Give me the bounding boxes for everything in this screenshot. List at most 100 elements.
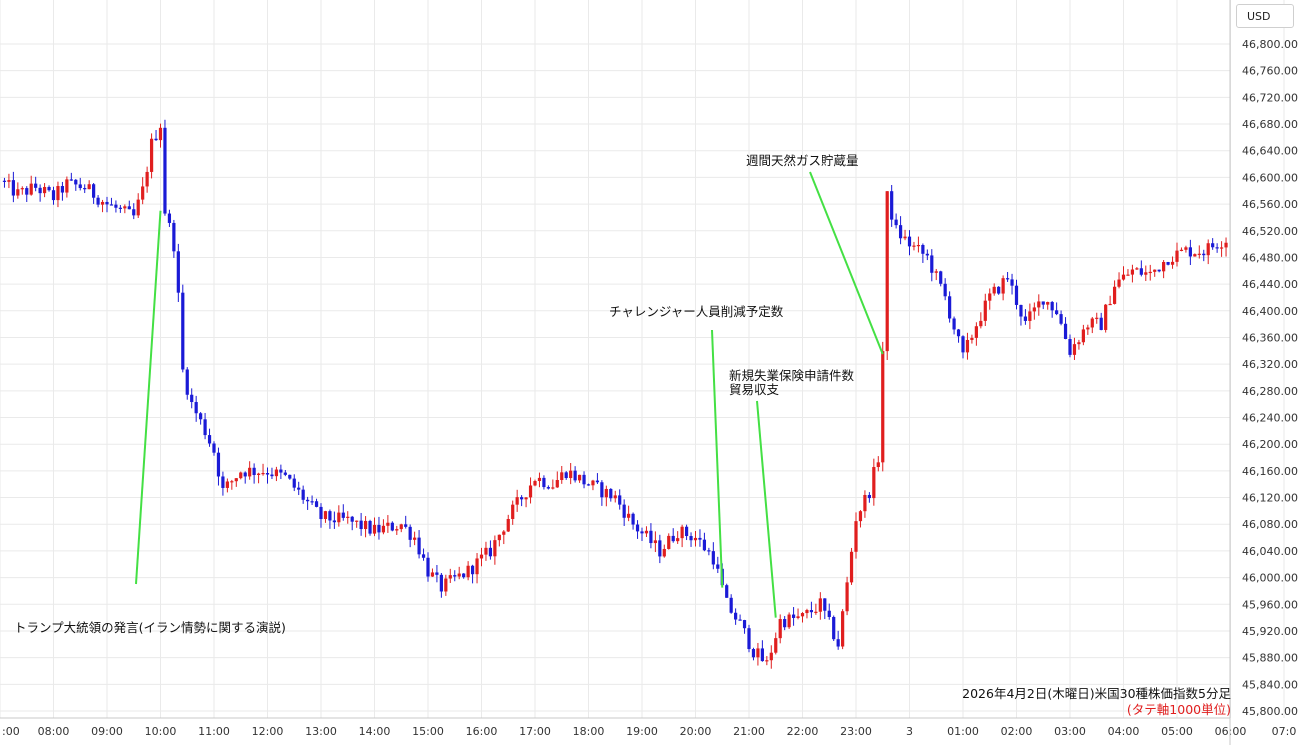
candle-body (867, 494, 871, 499)
candle-body (20, 188, 24, 190)
x-tick-label: :00 (2, 725, 20, 738)
candle-body (609, 488, 613, 499)
candle-body (105, 201, 109, 205)
y-tick-label: 46,600.00 (1242, 171, 1298, 184)
candle-body (680, 526, 684, 539)
candle-body (256, 473, 261, 476)
candle-body (649, 530, 653, 544)
currency-selector[interactable]: USD (1236, 4, 1294, 28)
y-tick-label: 46,680.00 (1242, 118, 1298, 131)
candle-body (742, 620, 747, 629)
candle-body (368, 520, 372, 534)
candle-body (943, 283, 947, 297)
candle-body (805, 610, 809, 614)
y-tick-label: 46,440.00 (1242, 278, 1298, 291)
y-tick-label: 46,760.00 (1242, 65, 1298, 78)
candle-body (577, 474, 582, 481)
candle-body (493, 540, 497, 557)
candle-body (1215, 247, 1219, 249)
candle-body (332, 520, 336, 523)
candle-body (890, 191, 894, 220)
y-tick-label: 46,560.00 (1242, 198, 1298, 211)
x-tick-label: 10:00 (145, 725, 177, 738)
y-tick-label: 46,360.00 (1242, 331, 1298, 344)
candle-body (952, 318, 956, 330)
y-tick-label: 46,160.00 (1242, 465, 1298, 478)
candle-body (992, 286, 996, 294)
y-tick-label: 45,920.00 (1242, 625, 1298, 638)
chart-subtitle: (タテ軸1000単位) (1127, 702, 1231, 717)
candle-body (497, 534, 501, 541)
candle-body (448, 575, 452, 579)
candle-body (836, 639, 840, 647)
candle-body (261, 472, 265, 475)
y-tick-label: 46,280.00 (1242, 385, 1298, 398)
candle-body (702, 539, 707, 551)
candle-body (841, 611, 845, 647)
candle-body (1153, 269, 1157, 272)
candle-body (25, 188, 29, 195)
candle-body (221, 476, 225, 488)
candle-body (956, 329, 961, 337)
candle-body (359, 520, 363, 530)
x-tick-label: 23:00 (840, 725, 872, 738)
candle-body (854, 521, 858, 552)
candle-body (751, 649, 756, 658)
candle-body (546, 487, 550, 489)
candle-body (470, 565, 475, 575)
candle-body (1032, 307, 1036, 312)
candle-body (818, 598, 822, 612)
candle-body (800, 613, 805, 617)
candle-body (199, 413, 203, 420)
y-tick-label: 46,040.00 (1242, 545, 1298, 558)
candle-body (689, 536, 693, 541)
candle-body (444, 578, 448, 592)
candle-body (676, 538, 680, 542)
candle-body (1050, 302, 1054, 311)
candle-body (78, 184, 82, 189)
y-tick-label: 45,800.00 (1242, 705, 1298, 718)
candle-body (386, 522, 390, 526)
candle-body (1188, 247, 1192, 257)
candle-body (141, 186, 145, 200)
x-tick-label: 22:00 (787, 725, 819, 738)
candle-body (270, 474, 274, 477)
candle-body (243, 472, 247, 477)
candle-body (502, 531, 506, 535)
candle-body (479, 554, 484, 559)
candle-body (248, 467, 252, 477)
candle-body (1072, 344, 1077, 355)
candle-body (604, 488, 608, 498)
candle-body (1175, 250, 1179, 262)
candle-body (537, 477, 542, 482)
y-tick-label: 46,480.00 (1242, 251, 1298, 264)
candle-body (983, 300, 987, 321)
candle-body (34, 183, 38, 188)
x-tick-label: 12:00 (252, 725, 284, 738)
candle-body (653, 540, 657, 544)
x-tick-label: 3 (906, 725, 913, 738)
candle-body (172, 222, 176, 252)
annotation-label: 週間天然ガス貯蔵量 (746, 153, 859, 168)
candle-body (149, 138, 154, 172)
candle-body (265, 472, 270, 475)
candle-body (858, 511, 863, 522)
candle-body (216, 452, 221, 477)
annotation-label: 新規失業保険申請件数 (729, 368, 855, 383)
candle-body (92, 184, 96, 198)
candle-body (319, 506, 323, 519)
candle-body (725, 585, 729, 598)
candle-body (582, 474, 586, 485)
y-tick-label: 46,800.00 (1242, 38, 1298, 51)
candle-body (404, 524, 408, 527)
x-tick-label: 20:00 (680, 725, 712, 738)
candle-body (1139, 268, 1143, 275)
candle-body (1179, 249, 1184, 251)
candle-body (453, 575, 457, 577)
candle-body (363, 520, 368, 530)
candle-body (1086, 327, 1090, 330)
candle-body (760, 648, 764, 662)
candle-body (11, 180, 15, 196)
candle-body (974, 326, 978, 338)
